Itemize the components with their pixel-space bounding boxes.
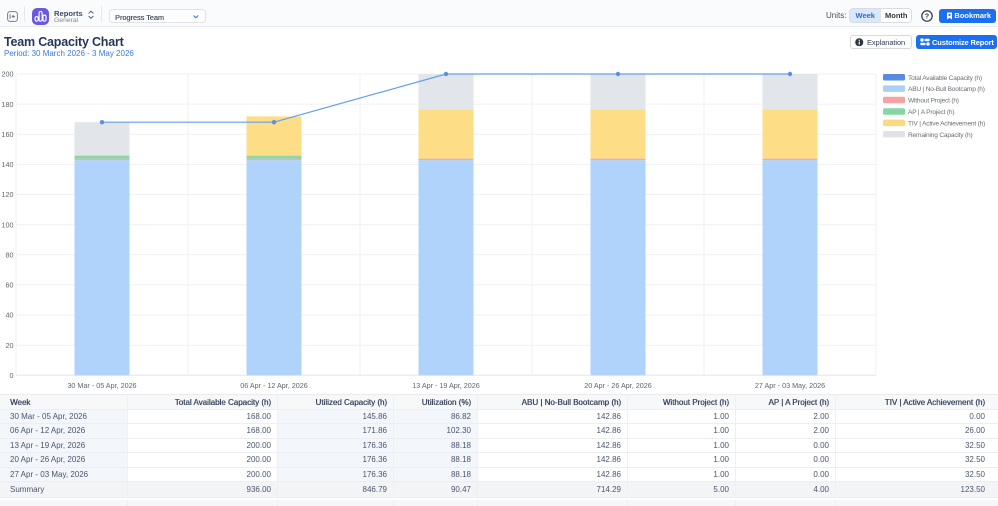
svg-text:200: 200 [2, 70, 14, 79]
svg-text:27 Apr - 03 May, 2026: 27 Apr - 03 May, 2026 [755, 381, 825, 390]
svg-text:100: 100 [2, 220, 14, 229]
svg-text:30 Mar - 05 Apr, 2026: 30 Mar - 05 Apr, 2026 [67, 381, 136, 390]
svg-text:?: ? [925, 12, 929, 21]
svg-text:ABU | No-Bull Bootcamp (h): ABU | No-Bull Bootcamp (h) [908, 86, 985, 93]
svg-text:20 Apr - 26 Apr, 2026: 20 Apr - 26 Apr, 2026 [584, 381, 652, 390]
svg-text:140: 140 [2, 160, 14, 169]
svg-text:Remaining Capacity (h): Remaining Capacity (h) [908, 132, 973, 139]
svg-text:160: 160 [2, 130, 14, 139]
svg-text:13 Apr - 19 Apr, 2026: 13 Apr - 19 Apr, 2026 [412, 381, 480, 390]
svg-text:60: 60 [6, 281, 14, 290]
svg-text:80: 80 [6, 251, 14, 260]
svg-text:120: 120 [2, 190, 14, 199]
svg-text:TIV | Active Achievement (h): TIV | Active Achievement (h) [908, 120, 985, 127]
svg-text:06 Apr - 12 Apr, 2026: 06 Apr - 12 Apr, 2026 [240, 381, 308, 390]
svg-text:180: 180 [2, 100, 14, 109]
svg-text:Without Project (h): Without Project (h) [908, 98, 959, 105]
svg-text:20: 20 [6, 341, 14, 350]
svg-text:Total Available Capacity (h): Total Available Capacity (h) [908, 75, 982, 82]
svg-text:0: 0 [10, 371, 14, 380]
svg-text:40: 40 [6, 311, 14, 320]
svg-text:AP | A Project (h): AP | A Project (h) [908, 109, 954, 116]
